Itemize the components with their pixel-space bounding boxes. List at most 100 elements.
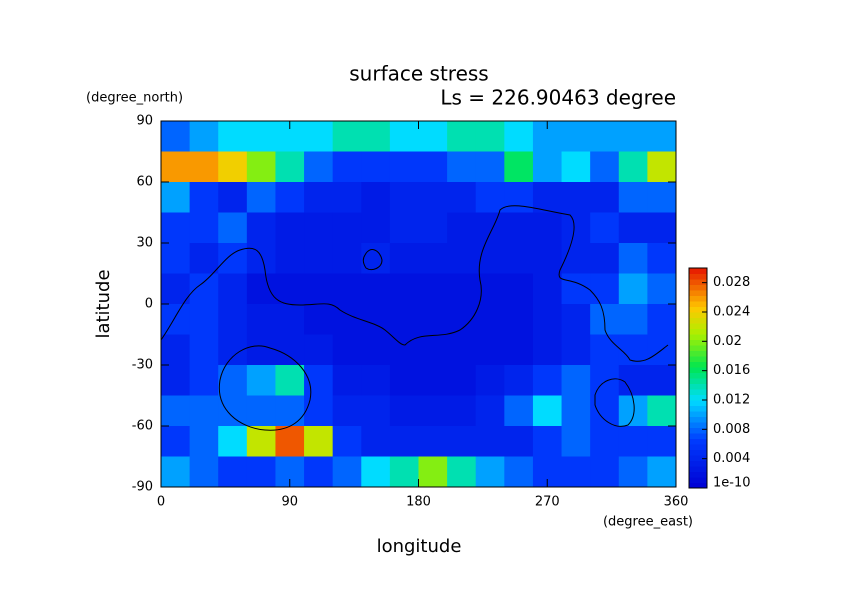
heatmap-cell: [246, 395, 276, 427]
heatmap-cell: [504, 121, 534, 152]
heatmap-cell: [590, 426, 620, 457]
heatmap-cell: [647, 365, 677, 396]
heatmap-cell: [618, 212, 648, 244]
heatmap-cell: [561, 243, 591, 274]
heatmap-cell: [389, 182, 419, 213]
heatmap-cell: [647, 212, 677, 244]
colorbar-step: [689, 372, 707, 379]
heatmap-cell: [389, 121, 419, 152]
heatmap-cell: [618, 151, 648, 183]
colorbar-frame: [688, 267, 708, 489]
colorbar: 1e-10 0.004 0.008 0.012 0.016 0.02 0.024 0.028: [688, 267, 751, 491]
colorbar-step: [689, 345, 707, 351]
heatmap-cell: [647, 121, 677, 152]
colorbar-step: [689, 400, 707, 406]
colorbar-step: [689, 295, 707, 302]
heatmap-cell: [389, 273, 419, 305]
y-tick-label: 30: [136, 236, 153, 251]
heatmap-cell: [304, 456, 334, 488]
colorbar-step: [689, 356, 707, 362]
colorbar-step: [689, 455, 707, 461]
colorbar-tick-label: 0.012: [713, 393, 750, 408]
heatmap-cell: [161, 334, 191, 366]
heatmap-cell: [561, 456, 591, 488]
colorbar-step: [689, 394, 707, 401]
heatmap-cell: [561, 395, 591, 427]
heatmap-cell: [418, 182, 448, 213]
heatmap-cell: [447, 212, 477, 244]
heatmap-cell: [275, 395, 305, 427]
heatmap-cell: [532, 212, 563, 244]
colorbar-step: [689, 422, 707, 428]
heatmap-cell: [361, 212, 391, 244]
heatmap-cell: [218, 304, 248, 335]
x-unit: (degree_east): [603, 515, 693, 530]
heatmap-cell: [304, 243, 334, 274]
y-tick-label: -90: [132, 480, 153, 495]
heatmap-cell: [447, 334, 477, 366]
heatmap-cell: [218, 426, 248, 457]
heatmap-cell: [275, 182, 305, 213]
colorbar-step: [689, 268, 707, 274]
colorbar-tick-label: 0.016: [713, 363, 750, 378]
colorbar-step: [689, 323, 707, 329]
colorbar-step: [689, 301, 707, 307]
y-tick-label: 90: [136, 114, 153, 129]
heatmap-cell: [590, 212, 620, 244]
heatmap-cell: [418, 395, 448, 427]
colorbar-step: [689, 477, 707, 483]
heatmap-cell: [218, 273, 248, 305]
colorbar-step: [689, 290, 707, 296]
colorbar-tick-label: 1e-10: [713, 476, 751, 491]
heatmap-cell: [389, 304, 419, 335]
heatmap-cell: [161, 426, 191, 457]
x-tick-label: 270: [535, 495, 560, 510]
heatmap-cell: [332, 334, 362, 366]
x-tick-label: 180: [406, 495, 431, 510]
heatmap-cell: [218, 243, 248, 274]
heatmap-cell: [332, 182, 362, 213]
heatmap-cell: [304, 121, 334, 152]
colorbar-step: [689, 389, 707, 395]
x-tick-label: 0: [157, 495, 165, 510]
heatmap-cell: [504, 273, 534, 305]
heatmap-cell: [218, 395, 248, 427]
heatmap-cell: [246, 456, 276, 488]
heatmap-cell: [161, 151, 191, 183]
heatmap-cell: [618, 304, 648, 335]
heatmap-cell: [647, 273, 677, 305]
heatmap-cell: [475, 151, 505, 183]
heatmap-cell: [332, 365, 362, 396]
heatmap-cell: [532, 182, 563, 213]
heatmap-cell: [189, 456, 219, 488]
heatmap-cell: [447, 365, 477, 396]
heatmap-cell: [590, 182, 620, 213]
heatmap-cell: [161, 456, 191, 488]
heatmap-cell: [332, 456, 362, 488]
heatmap-cell: [275, 212, 305, 244]
heatmap-cell: [561, 273, 591, 305]
colorbar-step: [689, 411, 707, 417]
heatmap-cell: [618, 426, 648, 457]
coastlines: [160, 205, 669, 431]
colorbar-tick-label: 0.02: [713, 334, 742, 349]
heatmap: [161, 121, 677, 488]
colorbar-tick-label: 0.028: [713, 275, 750, 290]
heatmap-cell: [418, 121, 448, 152]
colorbar-step: [689, 312, 707, 318]
colorbar-step: [689, 328, 707, 335]
heatmap-cell: [161, 243, 191, 274]
heatmap-cell: [246, 304, 276, 335]
heatmap-cell: [447, 182, 477, 213]
heatmap-cell: [161, 121, 191, 152]
heatmap-cell: [218, 365, 248, 396]
heatmap-cell: [361, 334, 391, 366]
heatmap-cell: [332, 273, 362, 305]
x-axis-label: longitude: [377, 536, 462, 557]
heatmap-cell: [275, 243, 305, 274]
heatmap-cell: [475, 212, 505, 244]
x-tick-label: 90: [281, 495, 298, 510]
heatmap-cell: [590, 151, 620, 183]
heatmap-cell: [561, 182, 591, 213]
heatmap-cell: [418, 304, 448, 335]
